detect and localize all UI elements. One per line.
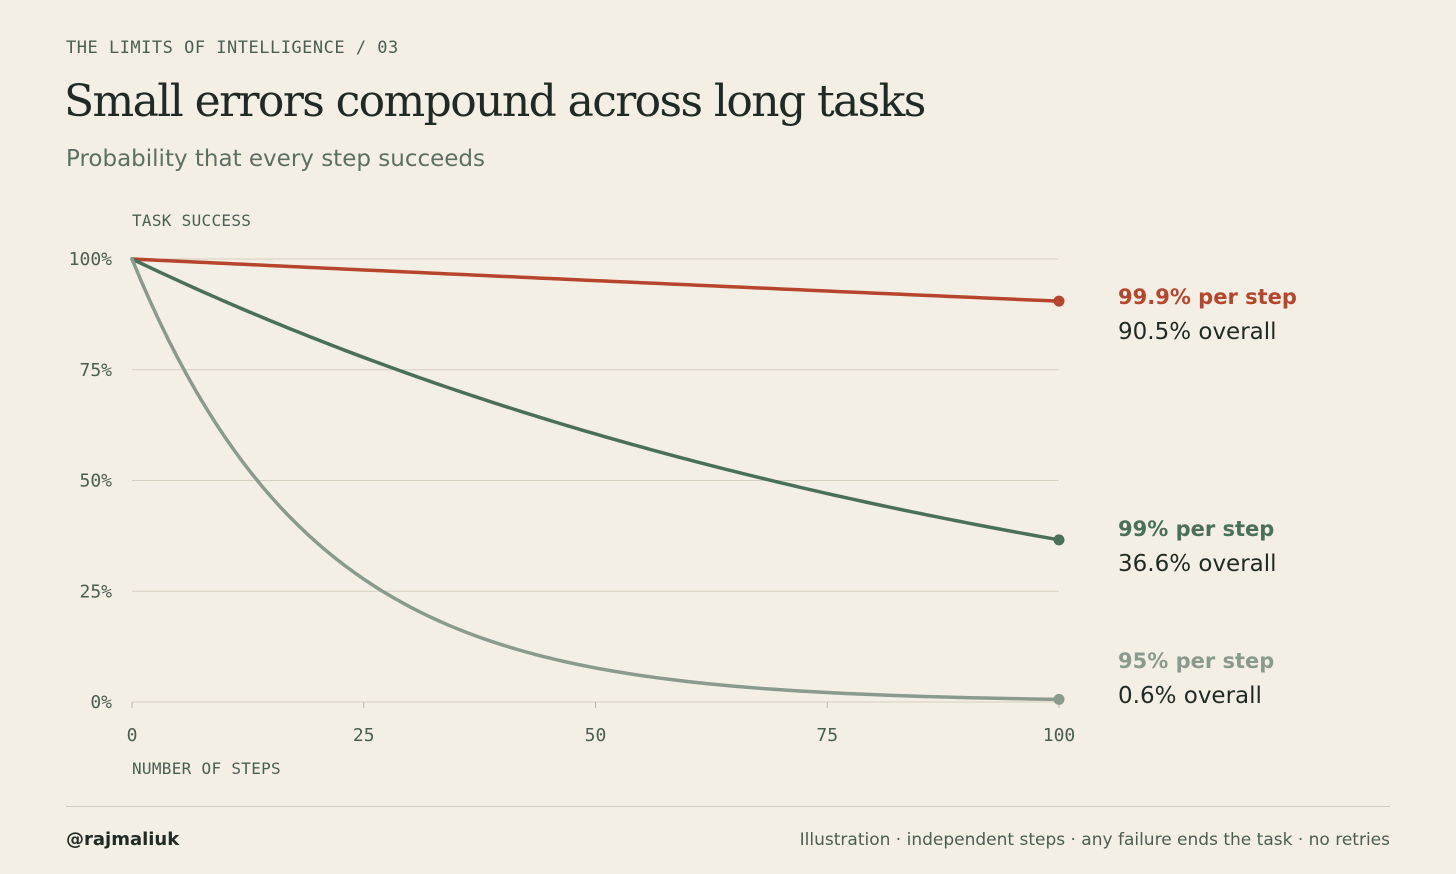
x-tick-label: 50	[585, 725, 607, 746]
footer-note: Illustration · independent steps · any f…	[799, 830, 1390, 850]
footer-divider	[66, 806, 1390, 807]
x-tick-label: 25	[353, 725, 375, 746]
y-tick-label: 75%	[79, 360, 112, 381]
y-tick-label: 50%	[79, 471, 112, 492]
x-tick-label: 75	[816, 725, 838, 746]
series-line	[130, 257, 1061, 702]
y-tick-label: 0%	[90, 692, 112, 713]
kicker: THE LIMITS OF INTELLIGENCE / 03	[66, 38, 399, 58]
series-rate-label: 99.9% per step	[1118, 285, 1297, 309]
x-axis-title: NUMBER OF STEPS	[132, 759, 281, 778]
series-line	[130, 257, 1061, 542]
chart-subtitle: Probability that every step succeeds	[66, 146, 485, 172]
chart-title: Small errors compound across long tasks	[64, 76, 926, 127]
label-layer: 99.9% per step 90.5% overall 99% per step 3…	[1118, 285, 1297, 709]
series-rate-label: 99% per step	[1118, 517, 1274, 541]
line-chart: TASK SUCCESS NUMBER OF STEPS 0% 25% 50% 75%…	[69, 211, 1297, 778]
series-endpoint	[1053, 693, 1065, 705]
y-tick-label: 100%	[69, 249, 113, 270]
series-line	[130, 257, 1061, 303]
series-overall-label: 90.5% overall	[1118, 319, 1277, 345]
y-axis-title: TASK SUCCESS	[132, 211, 251, 230]
series-rate-label: 95% per step	[1118, 649, 1274, 673]
axis-layer: TASK SUCCESS NUMBER OF STEPS 0% 25% 50% 75%…	[69, 211, 1076, 778]
series-endpoint	[1053, 534, 1065, 546]
x-tick-label: 0	[127, 725, 138, 746]
author-handle: @rajmaliuk	[66, 829, 180, 850]
series-layer	[130, 257, 1065, 705]
series-endpoint	[1053, 295, 1065, 307]
series-overall-label: 0.6% overall	[1118, 683, 1262, 709]
x-tick-label: 100	[1043, 725, 1076, 746]
series-overall-label: 36.6% overall	[1118, 551, 1277, 577]
grid-layer	[132, 258, 1059, 703]
y-tick-label: 25%	[79, 581, 112, 602]
